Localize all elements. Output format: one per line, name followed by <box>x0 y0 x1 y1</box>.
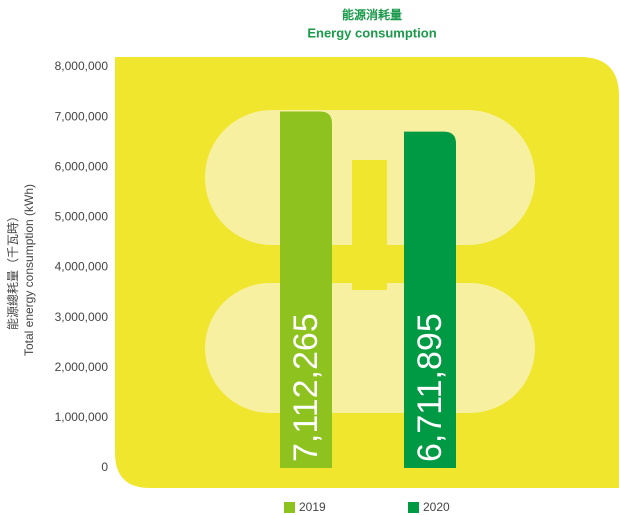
y-tick-label: 5,000,000 <box>55 210 109 224</box>
value-label: 6,711,895 <box>411 313 449 462</box>
y-axis-title: Total energy consumption (kWh) <box>22 184 36 356</box>
legend-swatch <box>408 502 419 513</box>
bar <box>404 131 456 468</box>
y-tick-label: 7,000,000 <box>55 109 109 123</box>
decor <box>352 160 387 290</box>
legend-label: 2019 <box>299 500 326 514</box>
legend-swatch <box>284 502 295 513</box>
legend-label: 2020 <box>423 500 450 514</box>
chart-subtitle: Energy consumption <box>307 25 436 40</box>
y-tick-label: 8,000,000 <box>55 59 109 73</box>
y-tick-label: 0 <box>101 460 108 474</box>
chart-title: 能源消耗量 <box>342 7 402 22</box>
y-tick-label: 3,000,000 <box>55 310 109 324</box>
bar <box>280 111 332 469</box>
value-label: 7,112,265 <box>287 313 325 462</box>
y-axis-title: 能源總耗量（千瓦時） <box>5 210 20 330</box>
y-tick-label: 1,000,000 <box>55 410 109 424</box>
y-tick-label: 6,000,000 <box>55 159 109 173</box>
y-tick-label: 4,000,000 <box>55 260 109 274</box>
y-tick-label: 2,000,000 <box>55 360 109 374</box>
decor <box>205 283 535 413</box>
